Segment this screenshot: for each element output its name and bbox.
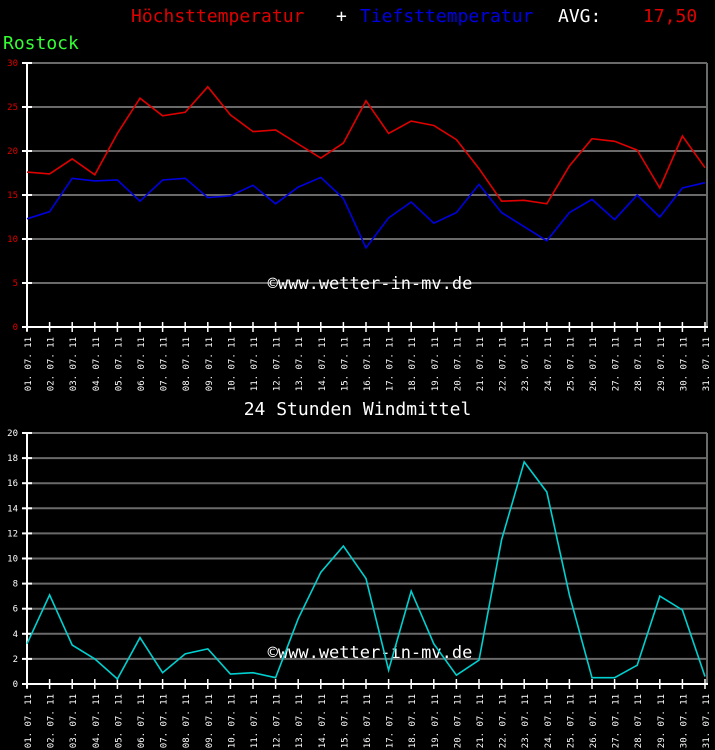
x-tick-label: 14. 07. 11	[318, 337, 328, 391]
x-tick-label: 21. 07. 11	[476, 694, 486, 748]
series-line-windmittel	[26, 460, 706, 681]
x-tick-label: 01. 07. 11	[24, 694, 34, 748]
y-tick-label: 10	[7, 555, 18, 565]
x-tick-label: 24. 07. 11	[544, 337, 554, 391]
x-tick-label: 12. 07. 11	[273, 337, 283, 391]
series-line-höchsttemperatur	[26, 85, 706, 205]
x-tick-label: 18. 07. 11	[408, 337, 418, 391]
x-tick-label: 05. 07. 11	[114, 694, 124, 748]
x-tick-label: 13. 07. 11	[295, 694, 305, 748]
x-tick-label: 30. 07. 11	[679, 337, 689, 391]
y-tick-label: 12	[7, 529, 18, 539]
x-tick-label: 20. 07. 11	[453, 694, 463, 748]
x-tick-label: 08. 07. 11	[182, 694, 192, 748]
x-tick-label: 25. 07. 11	[566, 337, 576, 391]
plus-sign: +	[336, 6, 347, 27]
x-tick-label: 06. 07. 11	[137, 694, 147, 748]
x-tick-label: 25. 07. 11	[566, 694, 576, 748]
x-tick-label: 13. 07. 11	[295, 337, 305, 391]
x-tick-label: 10. 07. 11	[227, 337, 237, 391]
x-tick-label: 19. 07. 11	[431, 694, 441, 748]
x-tick-label: 11. 07. 11	[250, 694, 260, 748]
y-tick-label: 10	[7, 235, 18, 245]
y-tick-label: 16	[7, 479, 18, 489]
max-temp-legend: Höchsttemperatur	[131, 6, 305, 27]
y-tick-label: 2	[13, 655, 18, 665]
x-tick-label: 19. 07. 11	[431, 337, 441, 391]
x-tick-label: 05. 07. 11	[114, 337, 124, 391]
x-tick-label: 28. 07. 11	[634, 694, 644, 748]
x-tick-label: 02. 07. 11	[47, 337, 57, 391]
x-tick-label: 18. 07. 11	[408, 694, 418, 748]
x-tick-label: 30. 07. 11	[679, 694, 689, 748]
x-tick-label: 03. 07. 11	[69, 337, 79, 391]
watermark: ©www.wetter-in-mv.de	[268, 643, 473, 663]
y-tick-label: 14	[7, 504, 18, 514]
x-tick-label: 16. 07. 11	[363, 694, 373, 748]
y-tick-label: 4	[13, 630, 18, 640]
x-tick-label: 12. 07. 11	[273, 694, 283, 748]
y-tick-label: 30	[7, 59, 18, 69]
x-tick-label: 14. 07. 11	[318, 694, 328, 748]
x-tick-label: 15. 07. 11	[340, 694, 350, 748]
x-tick-label: 22. 07. 11	[499, 337, 509, 391]
y-tick-label: 0	[13, 680, 18, 690]
temperature-chart: 0 5 10 15 20 25 30 01. 07. 11 02. 07. 11 03. 07. …	[7, 59, 712, 391]
x-tick-label: 28. 07. 11	[634, 337, 644, 391]
x-tick-label: 04. 07. 11	[92, 337, 102, 391]
x-tick-label: 31. 07. 11	[702, 694, 712, 748]
x-tick-label: 09. 07. 11	[205, 337, 215, 391]
x-tick-label: 17. 07. 11	[386, 337, 396, 391]
chart-header: Höchsttemperatur + Tiefsttemperatur AVG:…	[0, 6, 715, 28]
x-tick-label: 03. 07. 11	[69, 694, 79, 748]
x-tick-label: 09. 07. 11	[205, 694, 215, 748]
avg-value: 17,50	[643, 6, 698, 27]
x-tick-label: 21. 07. 11	[476, 337, 486, 391]
x-tick-label: 26. 07. 11	[589, 337, 599, 391]
y-tick-label: 5	[13, 279, 18, 289]
x-tick-label: 24. 07. 11	[544, 694, 554, 748]
y-tick-label: 0	[13, 323, 18, 333]
y-tick-label: 20	[7, 147, 18, 157]
x-tick-label: 07. 07. 11	[160, 694, 170, 748]
y-tick-label: 8	[13, 580, 18, 590]
x-tick-label: 27. 07. 11	[612, 694, 622, 748]
min-temp-legend: Tiefsttemperatur	[360, 6, 534, 27]
x-tick-label: 29. 07. 11	[657, 694, 667, 748]
x-tick-label: 26. 07. 11	[589, 694, 599, 748]
x-tick-label: 29. 07. 11	[657, 337, 667, 391]
avg-label: AVG:	[558, 6, 602, 27]
watermark: ©www.wetter-in-mv.de	[268, 274, 473, 294]
x-tick-label: 07. 07. 11	[160, 337, 170, 391]
x-tick-label: 10. 07. 11	[227, 694, 237, 748]
x-tick-label: 22. 07. 11	[499, 694, 509, 748]
x-tick-label: 11. 07. 11	[250, 337, 260, 391]
x-tick-label: 23. 07. 11	[521, 337, 531, 391]
y-tick-label: 20	[7, 429, 18, 439]
x-tick-label: 02. 07. 11	[47, 694, 57, 748]
y-tick-label: 15	[7, 191, 18, 201]
x-tick-label: 27. 07. 11	[612, 337, 622, 391]
x-tick-label: 15. 07. 11	[340, 337, 350, 391]
wind-chart-title: 24 Stunden Windmittel	[243, 399, 472, 420]
x-tick-label: 31. 07. 11	[702, 337, 712, 391]
x-tick-label: 01. 07. 11	[24, 337, 34, 391]
city-name: Rostock	[3, 33, 79, 54]
x-tick-label: 23. 07. 11	[521, 694, 531, 748]
y-tick-label: 18	[7, 454, 18, 464]
x-tick-label: 06. 07. 11	[137, 337, 147, 391]
x-tick-label: 20. 07. 11	[453, 337, 463, 391]
x-tick-label: 16. 07. 11	[363, 337, 373, 391]
x-tick-label: 17. 07. 11	[386, 694, 396, 748]
series-line-tiefsttemperatur	[26, 176, 706, 250]
x-tick-label: 08. 07. 11	[182, 337, 192, 391]
y-tick-label: 25	[7, 103, 18, 113]
x-tick-label: 04. 07. 11	[92, 694, 102, 748]
y-tick-label: 6	[13, 605, 18, 615]
